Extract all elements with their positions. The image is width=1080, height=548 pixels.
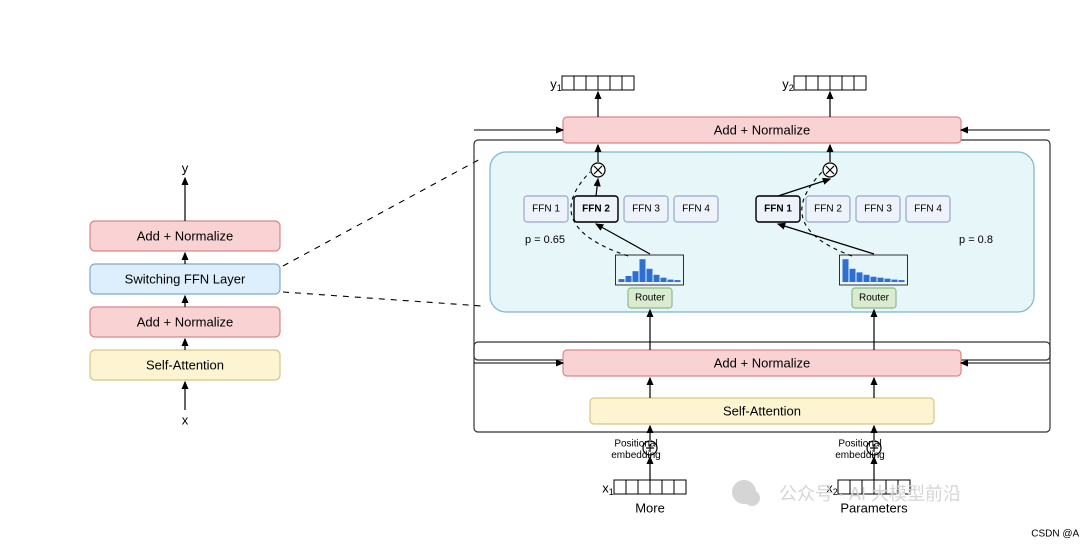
svg-text:p = 0.8: p = 0.8	[959, 234, 993, 246]
svg-text:x1: x1	[602, 481, 614, 498]
svg-text:y: y	[182, 161, 189, 176]
svg-text:CSDN @AI 小站: CSDN @AI 小站	[1031, 527, 1080, 540]
svg-text:Self-Attention: Self-Attention	[146, 358, 224, 373]
svg-text:More: More	[635, 501, 665, 516]
left-block-2: Switching FFN Layer	[90, 264, 280, 294]
svg-text:FFN 1: FFN 1	[764, 204, 792, 215]
cells	[614, 480, 686, 494]
cells	[562, 76, 634, 90]
svg-text:FFN 3: FFN 3	[864, 204, 892, 215]
svg-text:FFN 3: FFN 3	[632, 204, 660, 215]
diagram: Self-Attention Add + Normalize Switching F…	[0, 0, 1080, 548]
svg-text:FFN 2: FFN 2	[582, 204, 610, 215]
svg-text:Add + Normalize: Add + Normalize	[137, 229, 233, 244]
svg-text:Positionalembedding: Positionalembedding	[611, 439, 660, 461]
svg-text:Self-Attention: Self-Attention	[723, 404, 801, 419]
svg-text:Router: Router	[859, 293, 890, 304]
svg-text:y2: y2	[782, 77, 794, 94]
cells	[794, 76, 866, 90]
left-block-1: Add + Normalize	[90, 307, 280, 337]
svg-text:FFN 4: FFN 4	[682, 204, 710, 215]
svg-text:公众号 · AI 大模型前沿: 公众号 · AI 大模型前沿	[779, 484, 961, 504]
svg-text:Positionalembedding: Positionalembedding	[835, 439, 884, 461]
svg-text:FFN 2: FFN 2	[814, 204, 842, 215]
svg-text:x: x	[182, 413, 189, 428]
svg-text:Add + Normalize: Add + Normalize	[714, 123, 810, 138]
left-block-0: Self-Attention	[90, 350, 280, 380]
svg-text:Add + Normalize: Add + Normalize	[137, 315, 233, 330]
svg-text:Switching FFN Layer: Switching FFN Layer	[125, 272, 246, 287]
svg-text:Add + Normalize: Add + Normalize	[714, 356, 810, 371]
svg-text:Router: Router	[635, 293, 666, 304]
svg-text:FFN 1: FFN 1	[532, 204, 560, 215]
left-block-3: Add + Normalize	[90, 221, 280, 251]
svg-text:y1: y1	[550, 77, 562, 94]
svg-text:FFN 4: FFN 4	[914, 204, 942, 215]
svg-text:p = 0.65: p = 0.65	[525, 234, 565, 246]
